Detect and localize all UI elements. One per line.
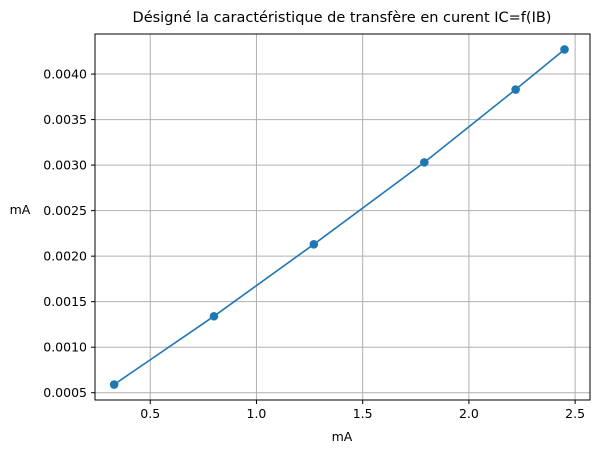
data-point — [419, 158, 429, 167]
x-axis-label: mA — [332, 429, 353, 444]
x-tick-label: 1.0 — [247, 406, 267, 421]
y-tick-label: 0.0040 — [43, 67, 87, 82]
y-axis-label: mA — [10, 202, 31, 217]
series-layer — [109, 45, 569, 389]
data-point — [309, 240, 319, 249]
data-point — [209, 311, 219, 321]
x-tick-label: 2.5 — [565, 406, 585, 421]
x-tick-label: 0.5 — [140, 406, 160, 421]
data-point — [560, 45, 569, 54]
x-tick-label: 1.5 — [353, 406, 373, 421]
y-tick-label: 0.0035 — [43, 112, 87, 127]
ticks: 0.5 1.0 1.5 2.0 2.5 0.0005 0.0010 0.0015 0.0020 0… — [43, 67, 585, 421]
plot-frame — [94, 33, 591, 401]
data-point — [109, 380, 119, 389]
y-tick-label: 0.0015 — [43, 294, 87, 309]
y-tick-label: 0.0020 — [43, 249, 87, 264]
y-tick-label: 0.0025 — [43, 203, 87, 218]
y-tick-label: 0.0005 — [43, 385, 87, 400]
grid — [95, 34, 590, 400]
x-tick-label: 2.0 — [459, 406, 479, 421]
y-tick-label: 0.0030 — [43, 158, 87, 173]
series-line — [113, 48, 566, 386]
y-tick-label: 0.0010 — [43, 340, 87, 355]
chart-title: Désigné la caractéristique de transfère … — [133, 10, 552, 26]
data-point — [511, 85, 520, 94]
